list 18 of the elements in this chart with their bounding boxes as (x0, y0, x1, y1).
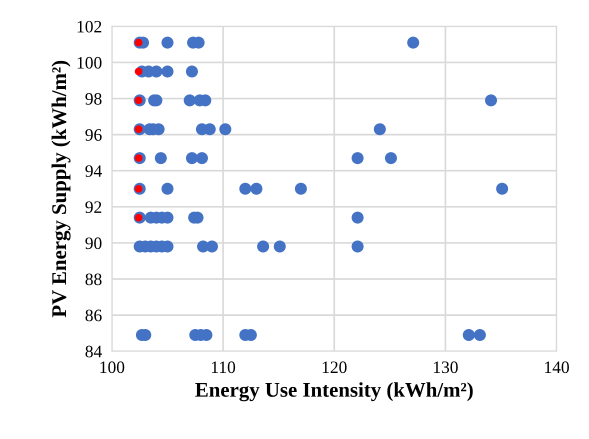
y-tick-label: 98 (85, 93, 102, 105)
y-tick-label: 86 (85, 310, 102, 322)
y-tick-label: 94 (85, 165, 102, 177)
y-tick-label: 90 (85, 237, 102, 250)
x-tick-label: 140 (545, 361, 569, 374)
x-tick-label: 110 (212, 361, 236, 374)
y-tick-label: 96 (85, 129, 102, 141)
x-tick-label: 100 (100, 361, 124, 374)
y-tick-label: 84 (85, 346, 102, 358)
y-tick-label: 92 (85, 201, 102, 214)
y-axis-title: PV Energy Supply (kWh/m²) (52, 60, 71, 318)
x-tick-label: 130 (434, 361, 458, 374)
y-tick-label: 100 (78, 56, 102, 69)
x-axis-title: Energy Use Intensity (kWh/m²) (195, 382, 473, 402)
y-tick-label: 102 (78, 20, 102, 33)
y-tick-label: 88 (85, 273, 102, 286)
point (134, 38, 142, 46)
x-tick-label: 120 (322, 361, 347, 374)
